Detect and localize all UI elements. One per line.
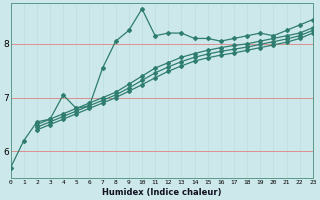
X-axis label: Humidex (Indice chaleur): Humidex (Indice chaleur) [102, 188, 221, 197]
